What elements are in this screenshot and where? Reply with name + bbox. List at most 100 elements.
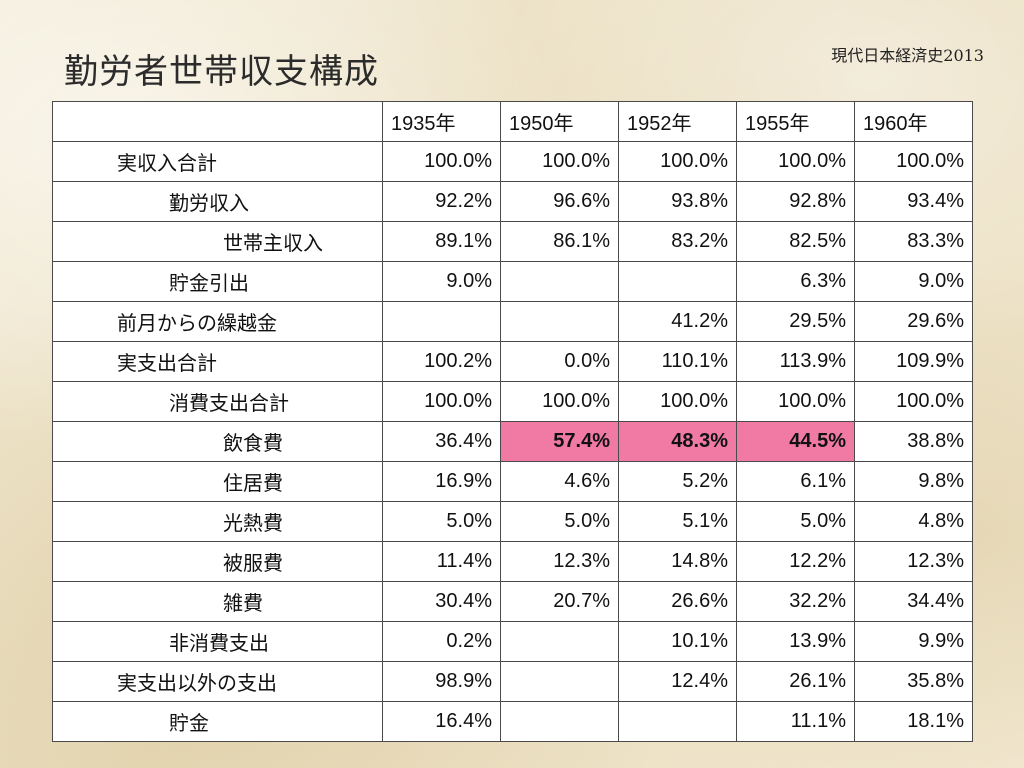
row-label: 実支出合計	[52, 341, 383, 382]
row-label: 飲食費	[52, 421, 383, 462]
value-cell: 83.2%	[618, 221, 737, 262]
row-label: 住居費	[52, 461, 383, 502]
value-cell: 5.0%	[500, 501, 619, 542]
value-cell: 110.1%	[618, 341, 737, 382]
value-cell: 16.9%	[382, 461, 501, 502]
table-header-row: 1935年 1950年 1952年 1955年 1960年	[52, 101, 973, 142]
row-label: 貯金引出	[52, 261, 383, 302]
value-cell: 96.6%	[500, 181, 619, 222]
value-cell: 92.8%	[736, 181, 855, 222]
value-cell: 12.3%	[500, 541, 619, 582]
value-cell: 4.6%	[500, 461, 619, 502]
value-cell: 26.1%	[736, 661, 855, 702]
value-cell: 89.1%	[382, 221, 501, 262]
value-cell: 29.5%	[736, 301, 855, 342]
value-cell	[618, 701, 737, 742]
value-cell: 44.5%	[736, 421, 855, 462]
value-cell: 100.0%	[500, 141, 619, 182]
source-citation: 現代日本経済史2013	[831, 46, 984, 65]
value-cell	[500, 661, 619, 702]
value-cell: 100.0%	[618, 141, 737, 182]
value-cell: 113.9%	[736, 341, 855, 382]
value-cell: 12.4%	[618, 661, 737, 702]
header-year-1955: 1955年	[736, 101, 855, 142]
value-cell: 93.8%	[618, 181, 737, 222]
table-row: 被服費 11.4% 12.3% 14.8% 12.2% 12.3%	[52, 541, 973, 582]
value-cell: 10.1%	[618, 621, 737, 662]
table-row: 飲食費 36.4% 57.4% 48.3% 44.5% 38.8%	[52, 421, 973, 462]
value-cell: 100.0%	[382, 141, 501, 182]
value-cell: 11.4%	[382, 541, 501, 582]
table-row: 光熱費 5.0% 5.0% 5.1% 5.0% 4.8%	[52, 501, 973, 542]
table-row: 世帯主収入 89.1% 86.1% 83.2% 82.5% 83.3%	[52, 221, 973, 262]
value-cell: 35.8%	[854, 661, 973, 702]
row-label: 雑費	[52, 581, 383, 622]
value-cell: 16.4%	[382, 701, 501, 742]
value-cell	[382, 301, 501, 342]
value-cell: 9.8%	[854, 461, 973, 502]
value-cell: 26.6%	[618, 581, 737, 622]
value-cell: 100.0%	[854, 141, 973, 182]
header-blank-cell	[52, 101, 383, 142]
value-cell: 100.0%	[500, 381, 619, 422]
value-cell: 9.9%	[854, 621, 973, 662]
row-label: 光熱費	[52, 501, 383, 542]
value-cell: 5.2%	[618, 461, 737, 502]
value-cell	[500, 701, 619, 742]
value-cell: 92.2%	[382, 181, 501, 222]
value-cell: 9.0%	[854, 261, 973, 302]
value-cell: 11.1%	[736, 701, 855, 742]
value-cell: 12.3%	[854, 541, 973, 582]
value-cell: 4.8%	[854, 501, 973, 542]
value-cell: 32.2%	[736, 581, 855, 622]
value-cell: 98.9%	[382, 661, 501, 702]
row-label: 前月からの繰越金	[52, 301, 383, 342]
table-row: 実支出以外の支出 98.9% 12.4% 26.1% 35.8%	[52, 661, 973, 702]
value-cell: 36.4%	[382, 421, 501, 462]
value-cell: 100.0%	[618, 381, 737, 422]
value-cell: 100.0%	[736, 141, 855, 182]
table-row: 勤労収入 92.2% 96.6% 93.8% 92.8% 93.4%	[52, 181, 973, 222]
value-cell: 5.0%	[736, 501, 855, 542]
page-title: 勤労者世帯収支構成	[64, 52, 379, 92]
income-expenditure-table: 1935年 1950年 1952年 1955年 1960年 実収入合計 100.0…	[52, 101, 973, 742]
value-cell: 38.8%	[854, 421, 973, 462]
value-cell: 100.0%	[382, 381, 501, 422]
value-cell: 12.2%	[736, 541, 855, 582]
table-row: 実支出合計 100.2% 0.0% 110.1% 113.9% 109.9%	[52, 341, 973, 382]
value-cell: 0.0%	[500, 341, 619, 382]
value-cell: 57.4%	[500, 421, 619, 462]
table-row: 実収入合計 100.0% 100.0% 100.0% 100.0% 100.0%	[52, 141, 973, 182]
value-cell	[500, 301, 619, 342]
row-label: 世帯主収入	[52, 221, 383, 262]
value-cell: 100.0%	[854, 381, 973, 422]
value-cell: 83.3%	[854, 221, 973, 262]
value-cell	[618, 261, 737, 302]
table-row: 非消費支出 0.2% 10.1% 13.9% 9.9%	[52, 621, 973, 662]
value-cell: 14.8%	[618, 541, 737, 582]
value-cell: 0.2%	[382, 621, 501, 662]
value-cell	[500, 261, 619, 302]
row-label: 非消費支出	[52, 621, 383, 662]
row-label: 勤労収入	[52, 181, 383, 222]
header-year-1952: 1952年	[618, 101, 737, 142]
value-cell: 82.5%	[736, 221, 855, 262]
value-cell: 30.4%	[382, 581, 501, 622]
table-row: 消費支出合計 100.0% 100.0% 100.0% 100.0% 100.0%	[52, 381, 973, 422]
value-cell: 109.9%	[854, 341, 973, 382]
value-cell: 93.4%	[854, 181, 973, 222]
table-row: 前月からの繰越金 41.2% 29.5% 29.6%	[52, 301, 973, 342]
value-cell: 13.9%	[736, 621, 855, 662]
row-label: 実収入合計	[52, 141, 383, 182]
value-cell: 20.7%	[500, 581, 619, 622]
value-cell: 6.3%	[736, 261, 855, 302]
value-cell: 5.1%	[618, 501, 737, 542]
header-year-1935: 1935年	[382, 101, 501, 142]
value-cell: 86.1%	[500, 221, 619, 262]
value-cell: 9.0%	[382, 261, 501, 302]
value-cell: 100.0%	[736, 381, 855, 422]
header-year-1950: 1950年	[500, 101, 619, 142]
value-cell: 100.2%	[382, 341, 501, 382]
value-cell	[500, 621, 619, 662]
value-cell: 6.1%	[736, 461, 855, 502]
